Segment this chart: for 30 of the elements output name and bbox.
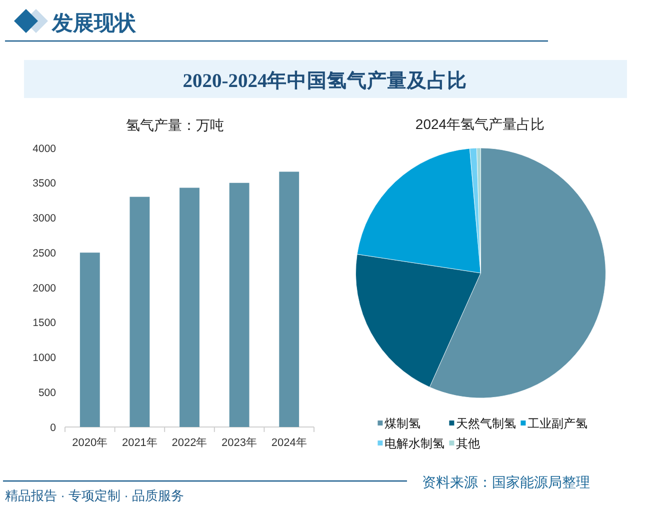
x-tick-label: 2021年 [122, 437, 158, 449]
x-tick-label: 2020年 [72, 437, 108, 449]
x-tick-label: 2023年 [222, 437, 258, 449]
y-tick-label: 1000 [32, 352, 56, 364]
legend-label: 工业副产氢 [528, 416, 588, 430]
bar [130, 196, 150, 427]
legend-label: 煤制氢 [384, 416, 421, 430]
y-tick-label: 0 [50, 422, 56, 434]
legend-label: 天然气制氢 [456, 416, 516, 430]
legend-label: 电解水制氢 [384, 436, 445, 450]
text: 资料来源：国家能源局整理 [422, 474, 590, 490]
y-tick-label: 3500 [32, 178, 56, 190]
y-tick-label: 3000 [32, 212, 56, 225]
text: 发展现状 [51, 12, 137, 35]
y-tick-label: 2500 [32, 247, 56, 260]
x-tick-label: 2022年 [172, 437, 208, 449]
chart-title: 2020-2024年中国氢气产量及占比 [182, 69, 468, 92]
y-tick-label: 4000 [32, 142, 56, 155]
legend-label: 其他 [456, 436, 480, 450]
y-tick-label: 500 [38, 386, 56, 399]
y-tick-label: 1500 [32, 317, 56, 330]
bar [229, 182, 250, 427]
bar [279, 172, 300, 427]
text: 精品报告 · 专项定制 · 品质服务 [5, 488, 184, 503]
bar [180, 188, 200, 427]
bar [80, 252, 100, 427]
y-axis-title: 氢气产量：万吨 [126, 117, 224, 133]
y-tick-label: 2000 [32, 282, 56, 294]
x-tick-label: 2024年 [271, 437, 307, 449]
chart-title: 2024年氢气产量占比 [415, 116, 545, 132]
